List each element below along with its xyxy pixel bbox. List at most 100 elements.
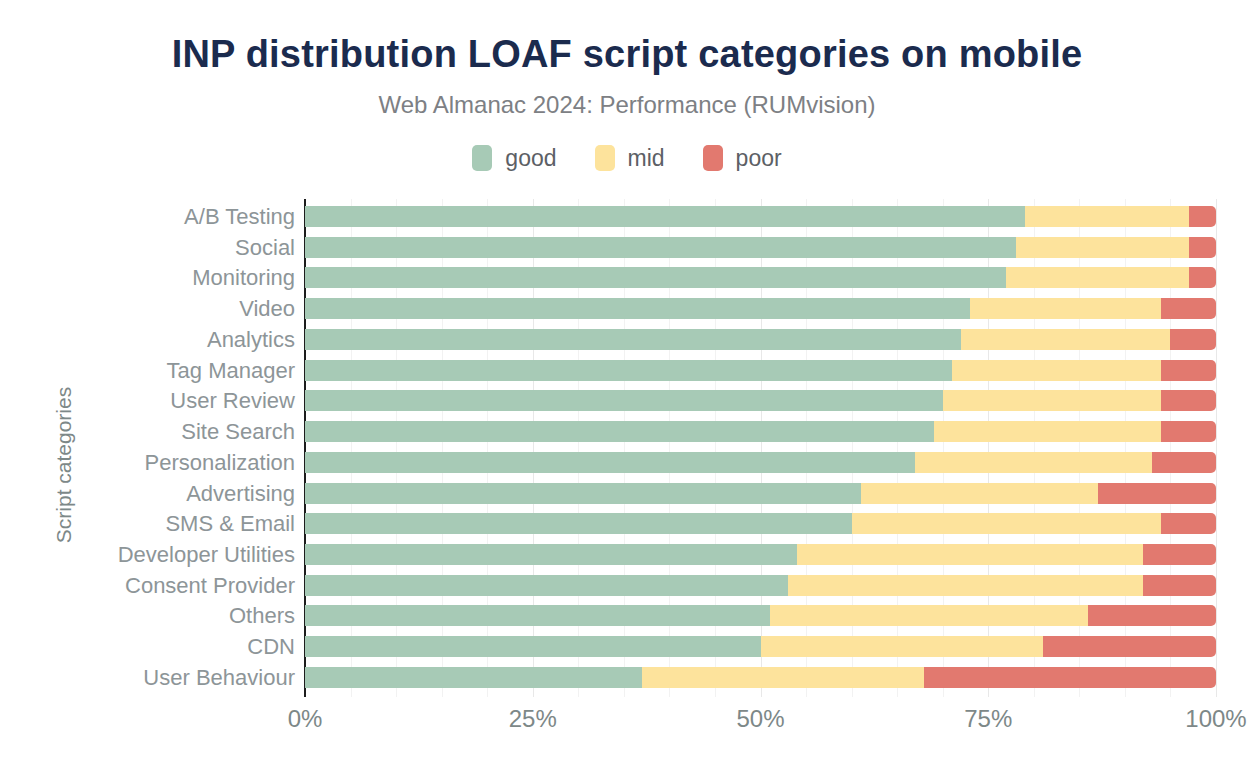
category-label: CDN bbox=[0, 636, 295, 657]
bar-segment-mid bbox=[1025, 206, 1189, 227]
bar-segment-mid bbox=[915, 452, 1152, 473]
bar-segment-good bbox=[305, 605, 770, 626]
bar-segment-mid bbox=[861, 483, 1098, 504]
bar-segment-good bbox=[305, 329, 961, 350]
bar-row bbox=[305, 667, 1216, 688]
gridline bbox=[1216, 199, 1217, 697]
legend-swatch-good bbox=[472, 145, 492, 171]
bar-row bbox=[305, 513, 1216, 534]
chart-subtitle: Web Almanac 2024: Performance (RUMvision… bbox=[0, 91, 1254, 119]
bar-segment-mid bbox=[770, 605, 1089, 626]
bar-segment-poor bbox=[924, 667, 1216, 688]
bar-segment-mid bbox=[934, 421, 1162, 442]
bar-row bbox=[305, 360, 1216, 381]
bar-row bbox=[305, 329, 1216, 350]
x-tick-label: 25% bbox=[509, 705, 557, 733]
bar-segment-good bbox=[305, 298, 970, 319]
bar-segment-mid bbox=[943, 390, 1162, 411]
legend-swatch-mid bbox=[595, 145, 615, 171]
bar-segment-good bbox=[305, 360, 952, 381]
legend-item-poor: poor bbox=[703, 145, 782, 172]
bar-segment-good bbox=[305, 513, 852, 534]
bar-segment-poor bbox=[1161, 390, 1216, 411]
bar-segment-poor bbox=[1098, 483, 1216, 504]
bar-segment-mid bbox=[797, 544, 1143, 565]
bar-row bbox=[305, 390, 1216, 411]
category-label: SMS & Email bbox=[0, 513, 295, 534]
bar-row bbox=[305, 544, 1216, 565]
bar-segment-poor bbox=[1189, 267, 1216, 288]
bar-segment-mid bbox=[761, 636, 1043, 657]
bar-row bbox=[305, 298, 1216, 319]
bar-segment-poor bbox=[1189, 237, 1216, 258]
x-tick-label: 50% bbox=[736, 705, 784, 733]
bar-row bbox=[305, 483, 1216, 504]
bar-segment-good bbox=[305, 206, 1025, 227]
category-label: Tag Manager bbox=[0, 360, 295, 381]
bar-row bbox=[305, 237, 1216, 258]
chart-figure: INP distribution LOAF script categories … bbox=[0, 0, 1254, 774]
bar-segment-mid bbox=[642, 667, 924, 688]
category-label: User Review bbox=[0, 390, 295, 411]
bar-segment-mid bbox=[1016, 237, 1189, 258]
bar-row bbox=[305, 452, 1216, 473]
bar-segment-good bbox=[305, 452, 915, 473]
bar-segment-good bbox=[305, 483, 861, 504]
category-label: Monitoring bbox=[0, 267, 295, 288]
bar-segment-poor bbox=[1189, 206, 1216, 227]
bar-row bbox=[305, 636, 1216, 657]
x-tick-label: 100% bbox=[1185, 705, 1246, 733]
bar-segment-poor bbox=[1088, 605, 1216, 626]
bar-segment-mid bbox=[952, 360, 1162, 381]
bar-segment-good bbox=[305, 421, 934, 442]
legend-label: mid bbox=[628, 145, 665, 172]
bar-segment-poor bbox=[1161, 360, 1216, 381]
bar-segment-mid bbox=[1006, 267, 1188, 288]
bar-segment-poor bbox=[1043, 636, 1216, 657]
bar-segment-poor bbox=[1152, 452, 1216, 473]
category-label: Others bbox=[0, 605, 295, 626]
bar-segment-mid bbox=[852, 513, 1162, 534]
bar-segment-poor bbox=[1161, 298, 1216, 319]
x-tick-label: 0% bbox=[288, 705, 323, 733]
legend-label: poor bbox=[736, 145, 782, 172]
legend-item-good: good bbox=[472, 145, 556, 172]
bar-segment-mid bbox=[970, 298, 1161, 319]
bar-segment-poor bbox=[1143, 575, 1216, 596]
bar-segment-good bbox=[305, 544, 797, 565]
bar-segment-poor bbox=[1161, 513, 1216, 534]
bar-segment-poor bbox=[1170, 329, 1216, 350]
category-label: Developer Utilities bbox=[0, 544, 295, 565]
bar-row bbox=[305, 605, 1216, 626]
category-label: Advertising bbox=[0, 483, 295, 504]
bar-segment-good bbox=[305, 575, 788, 596]
bar-segment-good bbox=[305, 390, 943, 411]
bar-segment-poor bbox=[1161, 421, 1216, 442]
bar-segment-mid bbox=[961, 329, 1171, 350]
legend-swatch-poor bbox=[703, 145, 723, 171]
bar-row bbox=[305, 421, 1216, 442]
bar-segment-poor bbox=[1143, 544, 1216, 565]
category-label: User Behaviour bbox=[0, 667, 295, 688]
category-label: Social bbox=[0, 237, 295, 258]
bar-segment-good bbox=[305, 667, 642, 688]
category-label: A/B Testing bbox=[0, 206, 295, 227]
category-label: Video bbox=[0, 298, 295, 319]
legend-item-mid: mid bbox=[595, 145, 665, 172]
plot-area bbox=[305, 199, 1216, 697]
category-labels: A/B Testing Social Monitoring Video Analytic… bbox=[0, 199, 295, 697]
bar-row bbox=[305, 575, 1216, 596]
legend-label: good bbox=[505, 145, 556, 172]
bar-row bbox=[305, 206, 1216, 227]
category-label: Personalization bbox=[0, 452, 295, 473]
x-tick-label: 75% bbox=[964, 705, 1012, 733]
bar-segment-good bbox=[305, 267, 1006, 288]
x-axis-tick-labels: 0%25%50%75%100% bbox=[305, 705, 1216, 735]
legend: good mid poor bbox=[0, 144, 1254, 172]
bar-segment-mid bbox=[788, 575, 1143, 596]
bar-segment-good bbox=[305, 237, 1016, 258]
chart-title: INP distribution LOAF script categories … bbox=[0, 33, 1254, 76]
category-label: Site Search bbox=[0, 421, 295, 442]
bar-segment-good bbox=[305, 636, 761, 657]
category-label: Analytics bbox=[0, 329, 295, 350]
